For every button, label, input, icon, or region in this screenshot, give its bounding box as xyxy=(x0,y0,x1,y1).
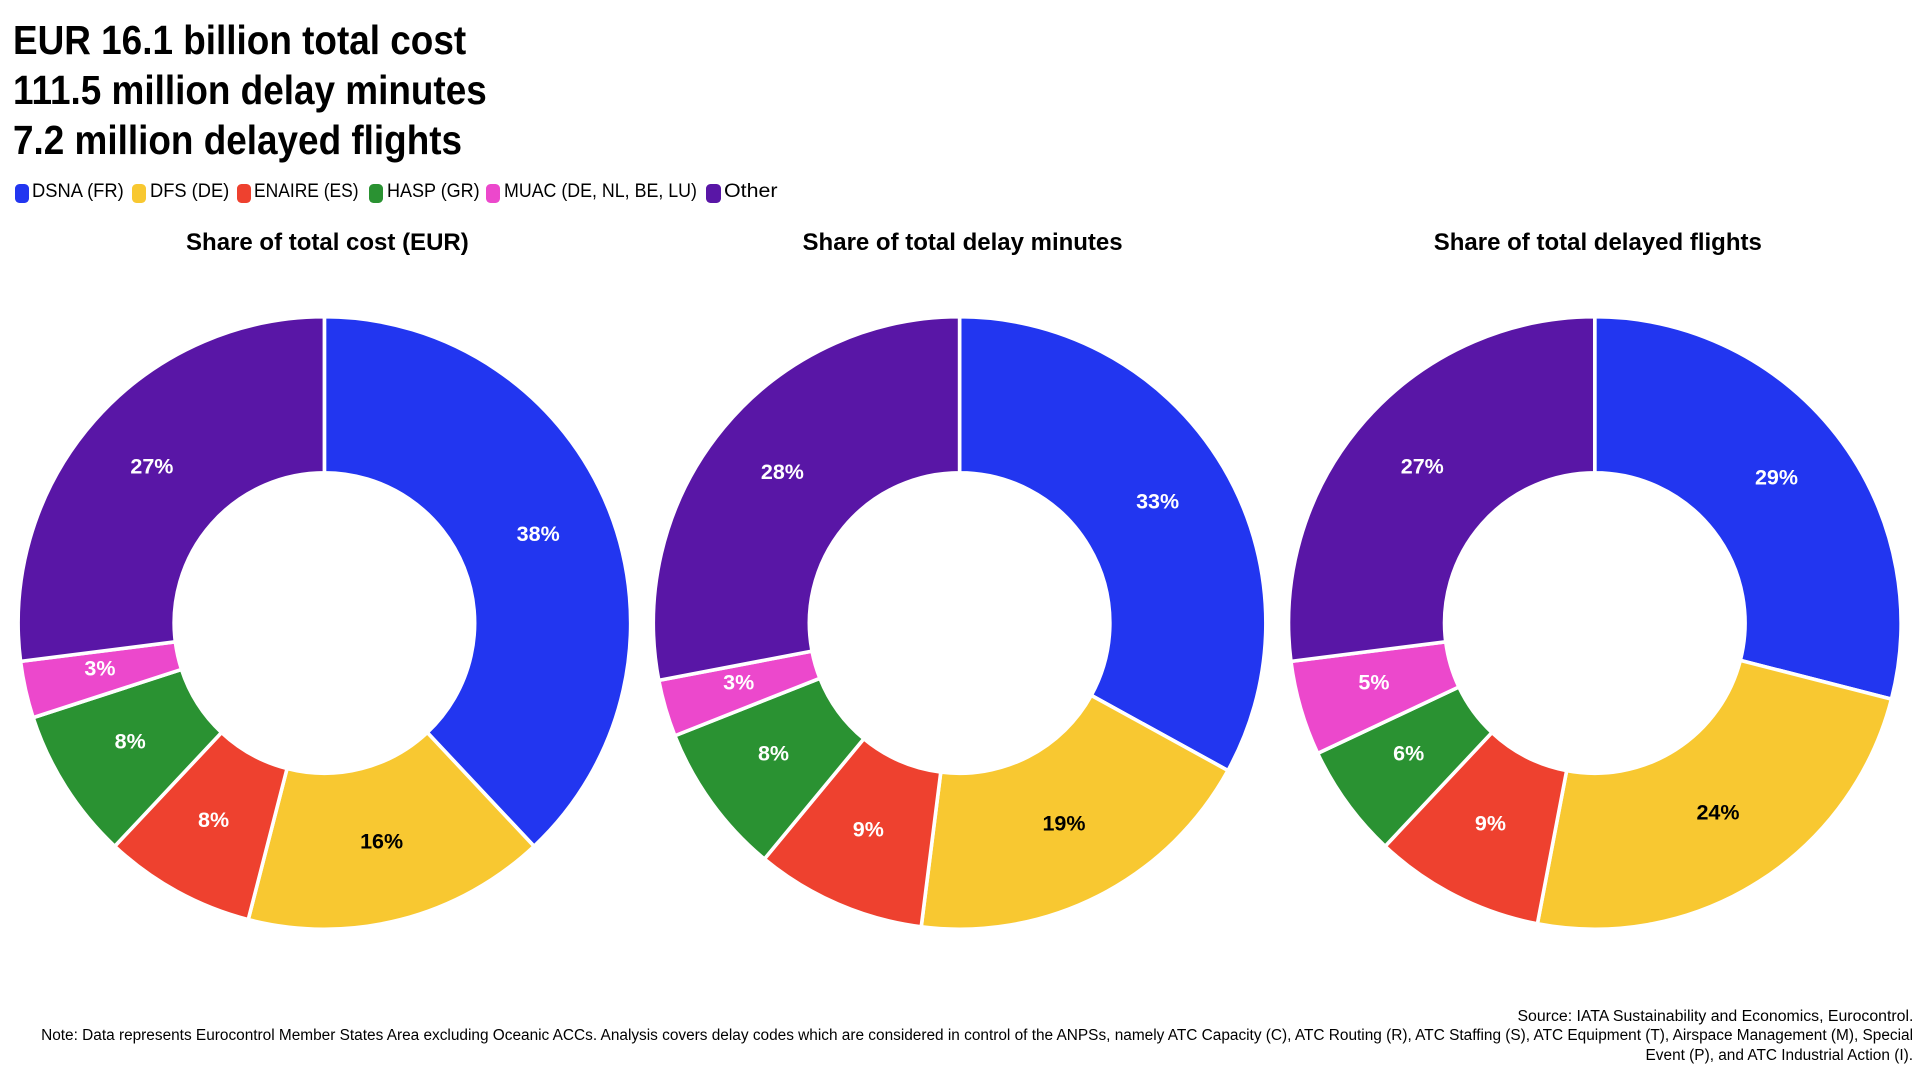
svg-text:16%: 16% xyxy=(360,829,403,853)
svg-text:6%: 6% xyxy=(1393,742,1424,766)
svg-text:29%: 29% xyxy=(1755,466,1798,490)
svg-text:27%: 27% xyxy=(130,454,173,478)
svg-text:24%: 24% xyxy=(1696,801,1739,825)
svg-text:33%: 33% xyxy=(1136,489,1179,513)
svg-text:9%: 9% xyxy=(853,818,884,842)
svg-text:19%: 19% xyxy=(1042,811,1085,835)
svg-text:8%: 8% xyxy=(115,730,146,754)
svg-text:27%: 27% xyxy=(1401,454,1444,478)
svg-text:5%: 5% xyxy=(1358,671,1389,695)
svg-text:8%: 8% xyxy=(758,742,789,766)
svg-text:3%: 3% xyxy=(84,657,115,681)
svg-text:38%: 38% xyxy=(517,522,560,546)
svg-text:8%: 8% xyxy=(198,808,229,832)
svg-text:28%: 28% xyxy=(761,460,804,484)
svg-text:9%: 9% xyxy=(1475,811,1506,835)
svg-text:3%: 3% xyxy=(723,671,754,695)
